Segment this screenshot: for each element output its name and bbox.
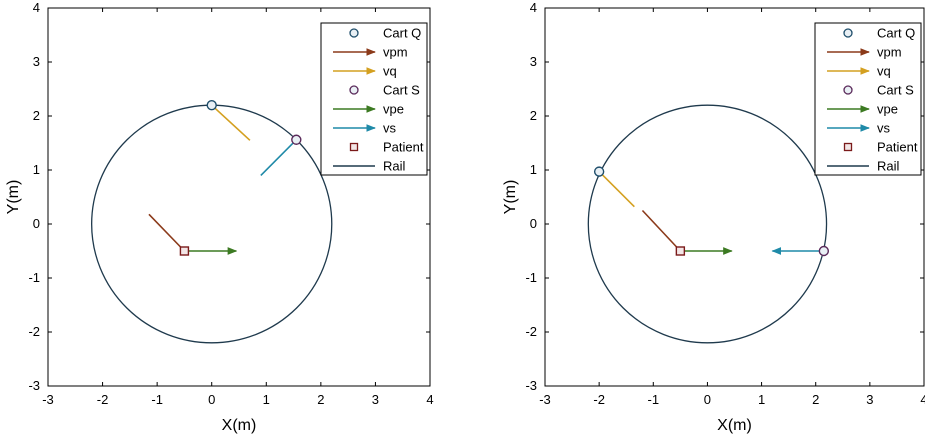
left-vector-vs (260, 139, 297, 176)
right-y-tick-label: -1 (525, 270, 537, 285)
right-legend-label-vs: vs (877, 121, 891, 136)
right-x-tick-label: -3 (539, 392, 551, 407)
left-vector-vpm (148, 213, 186, 252)
right-legend-swatch-cart-q (843, 28, 853, 38)
left-y-tick-label: -2 (28, 324, 40, 339)
right-legend-label-rail: Rail (877, 159, 900, 174)
left-point-cart-s (291, 134, 302, 145)
left-x-tick-label: 3 (372, 392, 379, 407)
left-x-tick-label: -2 (97, 392, 109, 407)
right-x-tick-label: -1 (648, 392, 660, 407)
right-x-axis-label: X(m) (717, 417, 752, 434)
right-legend-label-patient: Patient (877, 140, 918, 155)
right-x-tick-label: -2 (593, 392, 605, 407)
left-point-cart-q (206, 99, 217, 111)
left-x-tick-label: 2 (317, 392, 324, 407)
left-point-patient (179, 246, 190, 256)
left-legend-label-vpe: vpe (383, 102, 404, 117)
left-y-tick-label: 3 (33, 54, 40, 69)
left-x-tick-label: -3 (42, 392, 54, 407)
right-legend-label-cart-q: Cart Q (877, 26, 915, 41)
right-y-axis-label: Y(m) (502, 180, 519, 215)
right-vector-vq (598, 171, 635, 208)
left-legend-label-vpm: vpm (383, 45, 408, 60)
right-y-tick-label: 0 (530, 216, 537, 231)
left-x-tick-label: 1 (263, 392, 270, 407)
left-y-tick-label: 0 (33, 216, 40, 231)
right-x-tick-label: 2 (812, 392, 819, 407)
right-x-tick-label: 0 (704, 392, 711, 407)
right-legend-swatch-cart-s (843, 85, 853, 95)
left-legend-label-rail: Rail (383, 159, 406, 174)
right-axes-box (544, 7, 925, 387)
left-y-axis-label: Y(m) (5, 180, 22, 215)
left-x-tick-label: 0 (208, 392, 215, 407)
right-x-tick-label: 4 (920, 392, 925, 407)
right-plot-panel: Y(m) X(m) -3 -2 -1 0 1 2 3 4 -3 -2 -1 0 1 2 3 4 Cart Q vp… (502, 0, 925, 434)
left-x-tick-label: 4 (426, 392, 433, 407)
left-x-axis-label: X(m) (222, 417, 257, 434)
left-legend-label-cart-s: Cart S (383, 83, 420, 98)
right-legend-label-vpm: vpm (877, 45, 902, 60)
right-y-tick-label: -3 (525, 378, 537, 393)
left-legend-swatch-cart-q (349, 28, 359, 38)
right-point-patient (675, 246, 686, 256)
left-legend-label-patient: Patient (383, 140, 424, 155)
left-y-tick-label: 1 (33, 162, 40, 177)
left-x-tick-label: -1 (151, 392, 163, 407)
left-legend-label-vs: vs (383, 121, 397, 136)
left-legend-swatch-patient (349, 142, 359, 152)
right-rail-circle (587, 104, 828, 344)
left-axes-box (47, 7, 431, 387)
left-plot-panel: Y(m) X(m) -3 -2 -1 0 1 2 3 4 -3 -2 -1 0 1 2 3 4 Cart Q vp… (5, 0, 434, 434)
left-legend-swatch-cart-s (349, 85, 359, 95)
right-legend-label-cart-s: Cart S (877, 83, 914, 98)
right-legend-swatch-patient (843, 142, 853, 152)
right-point-cart-q (593, 166, 605, 177)
right-y-tick-label: 2 (530, 108, 537, 123)
right-point-cart-s (818, 245, 830, 257)
left-y-tick-label: 2 (33, 108, 40, 123)
right-legend: Cart Q vpm vq Cart S vpe vs Patient Rail (814, 22, 922, 176)
right-y-tick-label: -2 (525, 324, 537, 339)
right-legend-label-vpe: vpe (877, 102, 898, 117)
right-x-tick-label: 1 (758, 392, 765, 407)
left-y-tick-label: -1 (28, 270, 40, 285)
left-legend-label-vq: vq (383, 64, 397, 79)
left-legend: Cart Q vpm vq Cart S vpe vs Patient Rail (320, 22, 428, 176)
right-y-tick-label: 4 (530, 0, 537, 15)
right-legend-label-vq: vq (877, 64, 891, 79)
right-x-tick-label: 3 (866, 392, 873, 407)
left-legend-label-cart-q: Cart Q (383, 26, 421, 41)
left-y-tick-label: 4 (33, 0, 40, 15)
right-y-tick-label: 3 (530, 54, 537, 69)
left-y-tick-label: -3 (28, 378, 40, 393)
right-vector-vpm (641, 209, 681, 252)
right-y-tick-label: 1 (530, 162, 537, 177)
left-vector-vq (211, 104, 251, 141)
